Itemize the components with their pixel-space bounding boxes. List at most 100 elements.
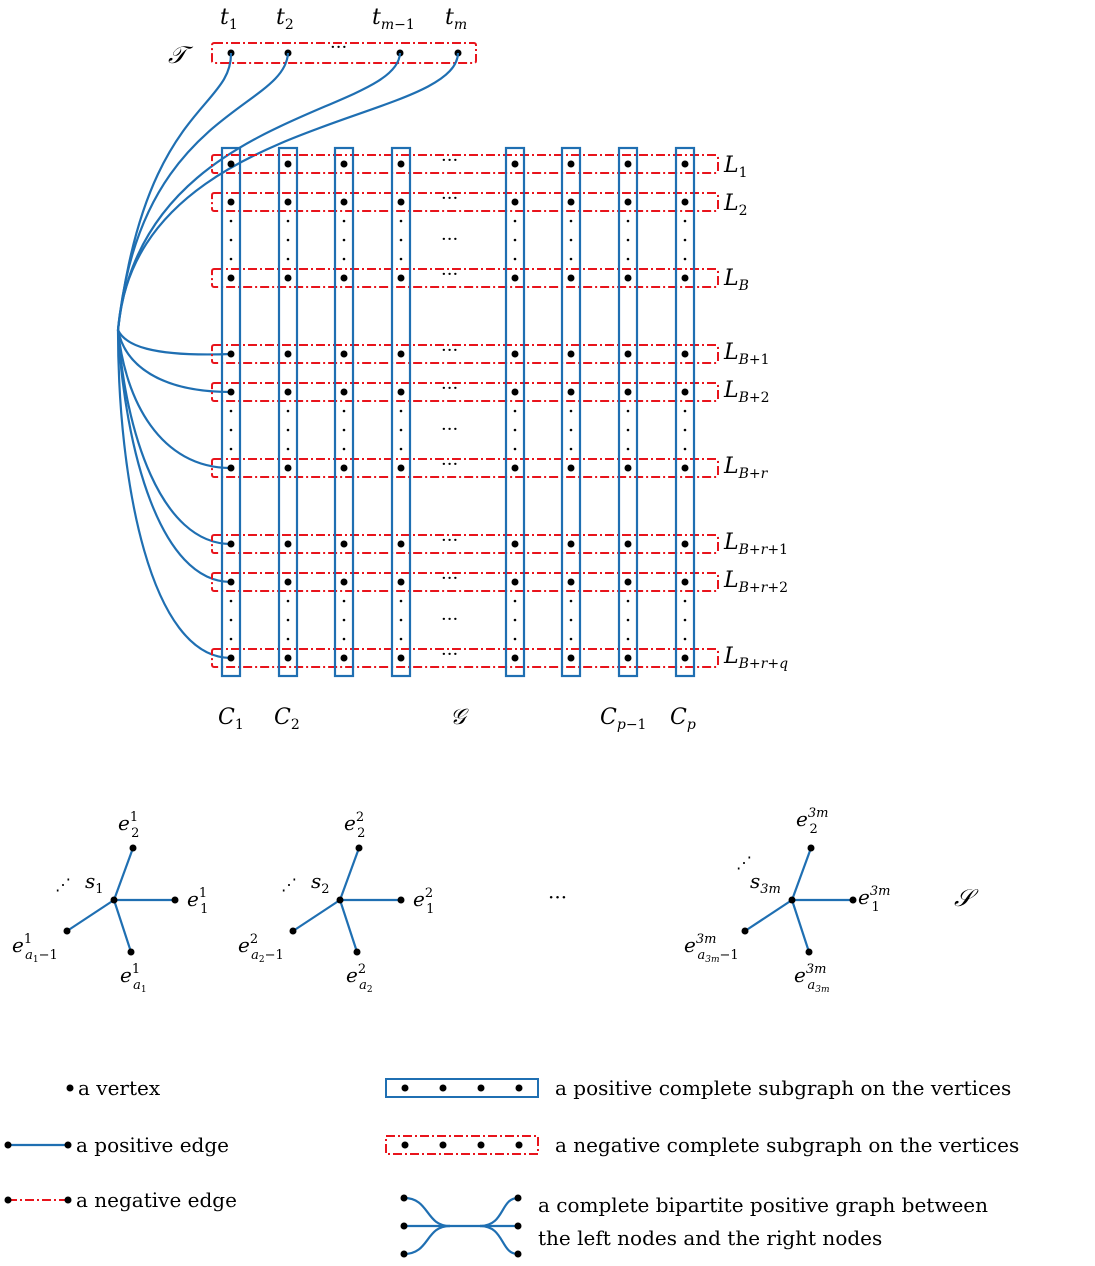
grid-vertex — [340, 198, 348, 206]
vertical-ellipsis-dot — [626, 238, 630, 242]
star-leaf-e12 — [129, 844, 137, 852]
column-label-C2: C2 — [274, 705, 300, 733]
star-label-e11: e1 1 — [187, 886, 208, 917]
legend: a vertex a positive edge a negative edge… — [4, 1076, 1019, 1258]
curve-LBr — [116, 329, 232, 470]
grid-vertex — [567, 540, 575, 548]
legend-negative-edge-right-vertex — [64, 1196, 72, 1204]
vertical-ellipsis-dot — [513, 637, 517, 641]
row-label-LBrq: LB+r+q — [723, 644, 788, 672]
vertical-ellipsis-dot — [626, 428, 630, 432]
grid-vertex — [681, 654, 689, 662]
legend-positive-edge-left-vertex — [4, 1141, 12, 1149]
row-box-4 — [211, 382, 719, 402]
grid-vertex — [340, 540, 348, 548]
stars-label: 𝒮 — [954, 884, 979, 912]
vertical-ellipsis-dot — [399, 447, 403, 451]
row-box-7 — [211, 572, 719, 592]
legend-positive-edge-text: a positive edge — [76, 1133, 229, 1157]
grid-vertex — [340, 654, 348, 662]
vertical-ellipsis-dot — [513, 257, 517, 261]
star-leaf-e3m2 — [807, 844, 815, 852]
column-label-Cp-1: Cp−1 — [600, 705, 646, 733]
star-label-e3ma-1: e3m a3m−1 — [684, 932, 739, 965]
vertical-ellipsis-dot — [626, 637, 630, 641]
terminal-label-t1: t1 — [220, 5, 238, 33]
vertical-ellipsis-dot — [399, 428, 403, 432]
grid-vertex — [567, 464, 575, 472]
vertical-ellipsis-dot — [569, 409, 573, 413]
bipartite-connections — [116, 52, 460, 660]
row-box-1 — [211, 192, 719, 212]
stars-ellipsis: ··· — [548, 885, 567, 909]
grid-vertex — [227, 540, 235, 548]
legend-positive-subgraph-text: a positive complete subgraph on the vert… — [555, 1076, 1011, 1100]
grid-vertex — [511, 540, 519, 548]
legend-bipartite-left-vertex-3 — [400, 1250, 408, 1258]
vertical-ellipsis-dot — [513, 599, 517, 603]
grid-vertex — [340, 350, 348, 358]
grid-columns — [220, 146, 696, 678]
row-box-3 — [211, 344, 719, 364]
legend-positive-subgraph-icon — [385, 1078, 539, 1098]
star-label-e3m1: e3m 1 — [858, 884, 890, 915]
vertical-ellipsis-dot — [683, 618, 687, 622]
grid-vertex — [567, 350, 575, 358]
grid-vertex — [227, 654, 235, 662]
star-dots-s1: ⋰ — [55, 875, 71, 894]
vertical-ellipsis-dot — [286, 257, 290, 261]
legend-negative-edge-text: a negative edge — [76, 1188, 237, 1212]
vertical-ellipsis-dot — [229, 238, 233, 242]
grid-vertex — [567, 198, 575, 206]
star-s2: ⋰ s2 e2 2 e2 1 e2 a2−1 e2 a2 — [238, 810, 434, 995]
vertical-ellipsis-dot — [569, 257, 573, 261]
legend-negative-subgraph-vertex-2 — [439, 1141, 447, 1149]
vertical-ellipsis-dot — [342, 599, 346, 603]
vertical-ellipsis-dot — [683, 599, 687, 603]
terminal-set-label: 𝒯 — [168, 41, 194, 69]
curve-tm-1 — [116, 52, 402, 331]
grid-vertex — [624, 654, 632, 662]
star-label-e2a2-1: e2 a2−1 — [238, 932, 284, 965]
grid-vertex — [681, 198, 689, 206]
vertical-ellipsis-dot — [569, 219, 573, 223]
grid-vertex — [284, 464, 292, 472]
grid-vertex — [567, 388, 575, 396]
star-label-e3m2: e3m 2 — [796, 806, 828, 837]
grid-vertex — [511, 198, 519, 206]
grid-label: 𝒢 — [450, 705, 469, 730]
vertical-ellipsis-dot — [569, 618, 573, 622]
vertical-ellipsis-dot — [569, 599, 573, 603]
star-dots-s2: ⋰ — [281, 875, 297, 894]
vertical-ellipsis-dot — [399, 409, 403, 413]
vertical-ellipsis-dot — [513, 409, 517, 413]
legend-bipartite-right-vertex-3 — [514, 1250, 522, 1258]
star-label-e12: e1 2 — [118, 810, 139, 841]
grid-vertex — [284, 388, 292, 396]
vertical-ellipsis-dot — [683, 409, 687, 413]
vertical-ellipsis-dot — [513, 618, 517, 622]
row-ellipsis: ··· — [441, 340, 458, 361]
row-ellipsis: ··· — [441, 568, 458, 589]
vertical-ellipsis-dot — [286, 599, 290, 603]
column-box-2 — [333, 146, 355, 678]
row-ellipsis: ··· — [441, 644, 458, 665]
grid-vertex — [511, 350, 519, 358]
grid-vertex — [511, 464, 519, 472]
vertical-ellipsis-dot — [399, 219, 403, 223]
vertical-ellipsis-dot — [286, 637, 290, 641]
vertical-ellipsis-dot — [513, 219, 517, 223]
grid-vertex — [624, 388, 632, 396]
vertical-ellipsis-dot — [286, 219, 290, 223]
vertical-ellipsis-dot — [286, 618, 290, 622]
legend-bipartite-right-vertex-1 — [514, 1194, 522, 1202]
vertical-ellipsis-dot — [569, 238, 573, 242]
vertical-ellipsis-dot — [683, 238, 687, 242]
grid-vertex — [567, 654, 575, 662]
star-label-e2a2: e2 a2 — [346, 962, 373, 995]
grid-vertex — [511, 274, 519, 282]
row-label-LB2: LB+2 — [723, 378, 770, 406]
legend-bipartite-left-vertex-2 — [400, 1222, 408, 1230]
grid-vertex — [624, 464, 632, 472]
